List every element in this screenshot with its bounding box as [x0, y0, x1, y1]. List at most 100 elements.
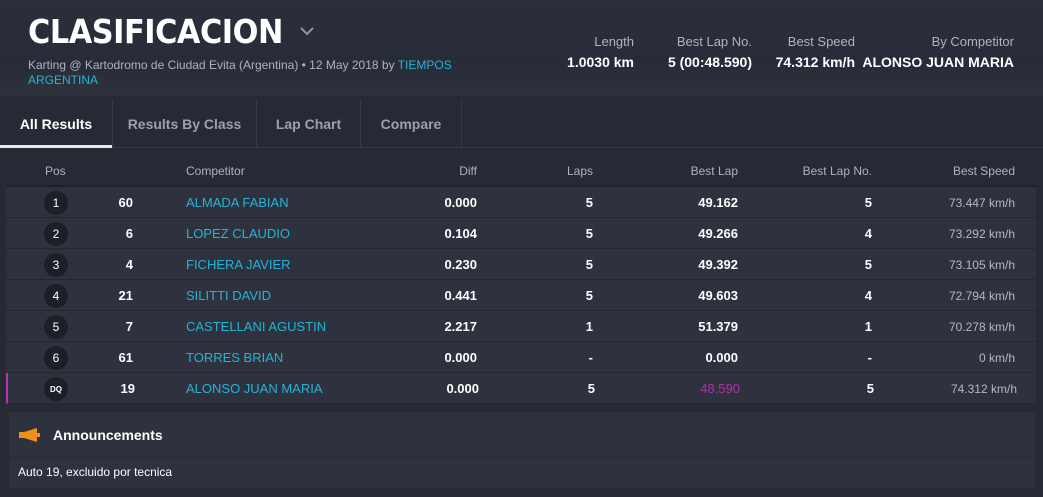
- stat-best-speed-label: Best Speed: [787, 34, 855, 49]
- tab-compare[interactable]: Compare: [361, 100, 462, 148]
- diff-cell: 0.000: [446, 381, 479, 396]
- laps-cell: 5: [585, 226, 593, 241]
- table-row[interactable]: 5 7 CASTELLANI AGUSTIN 2.217 1 51.379 1 …: [6, 311, 1036, 342]
- best-lap-cell: 0.000: [705, 350, 738, 365]
- stat-by-competitor-label: By Competitor: [931, 34, 1014, 49]
- megaphone-icon: [19, 427, 41, 443]
- position-badge: 3: [44, 253, 68, 277]
- best-lap-no-cell: 1: [864, 319, 872, 334]
- diff-cell: 0.441: [444, 288, 477, 303]
- position-badge: 5: [44, 315, 68, 339]
- stat-best-lap-no: Best Lap No. 5 (00:48.590): [668, 34, 752, 71]
- dq-badge: DQ: [44, 377, 68, 401]
- stat-best-speed-value: 74.312 km/h: [775, 54, 855, 70]
- competitor-link[interactable]: ALMADA FABIAN: [186, 195, 289, 210]
- results-tabs: All Results Results By Class Lap Chart C…: [0, 100, 1043, 148]
- event-subtitle: Karting @ Kartodromo de Ciudad Evita (Ar…: [28, 58, 498, 88]
- page-title: CLASIFICACION: [28, 12, 283, 51]
- table-header: Pos Competitor Diff Laps Best Lap Best L…: [6, 154, 1036, 187]
- stat-best-speed: Best Speed 74.312 km/h: [776, 34, 855, 71]
- table-row-disqualified[interactable]: DQ 19 ALONSO JUAN MARIA 0.000 5 48.590 5…: [6, 373, 1036, 404]
- tab-all-results[interactable]: All Results: [0, 100, 113, 148]
- position-badge: 6: [44, 346, 68, 370]
- event-info: Karting @ Kartodromo de Ciudad Evita (Ar…: [28, 58, 395, 72]
- diff-cell: 2.217: [444, 319, 477, 334]
- kart-number: 19: [120, 381, 135, 396]
- best-speed-cell: 73.105 km/h: [948, 258, 1015, 272]
- laps-cell: 1: [585, 319, 593, 334]
- stat-length-value: 1.0030 km: [567, 54, 634, 70]
- tab-results-by-class[interactable]: Results By Class: [113, 100, 257, 148]
- laps-cell: 5: [585, 288, 593, 303]
- best-lap-no-cell: 4: [864, 226, 872, 241]
- laps-cell: 5: [585, 195, 593, 210]
- announcements-title: Announcements: [53, 426, 163, 443]
- kart-number: 7: [125, 319, 133, 334]
- tab-lap-chart[interactable]: Lap Chart: [257, 100, 361, 148]
- best-lap-no-cell: 5: [866, 381, 874, 396]
- best-speed-cell: 73.292 km/h: [948, 227, 1015, 241]
- best-lap-cell: 49.162: [698, 195, 738, 210]
- diff-cell: 0.000: [444, 350, 477, 365]
- col-competitor[interactable]: Competitor: [186, 164, 245, 178]
- table-row[interactable]: 2 6 LOPEZ CLAUDIO 0.104 5 49.266 4 73.29…: [6, 218, 1036, 249]
- laps-cell: 5: [585, 257, 593, 272]
- stat-best-lap-no-label: Best Lap No.: [676, 34, 752, 49]
- stat-length-label: Length: [594, 34, 634, 49]
- col-diff[interactable]: Diff: [459, 164, 477, 178]
- stat-by-competitor-value: ALONSO JUAN MARIA: [862, 54, 1014, 70]
- col-best-lap[interactable]: Best Lap: [690, 164, 738, 178]
- best-speed-cell: 0 km/h: [978, 351, 1015, 365]
- best-speed-cell: 73.447 km/h: [948, 196, 1015, 210]
- position-badge: 2: [44, 222, 68, 246]
- competitor-link[interactable]: TORRES BRIAN: [186, 350, 284, 365]
- session-header: CLASIFICACION Karting @ Kartodromo de Ci…: [0, 0, 1043, 96]
- table-row[interactable]: 1 60 ALMADA FABIAN 0.000 5 49.162 5 73.4…: [6, 187, 1036, 218]
- kart-number: 60: [118, 195, 133, 210]
- diff-cell: 0.000: [444, 195, 477, 210]
- organizer-link[interactable]: TIEMPOS ARGENTINA: [28, 58, 452, 87]
- best-lap-cell-overall-best: 48.590: [700, 381, 740, 396]
- best-lap-cell: 51.379: [698, 319, 738, 334]
- table-row[interactable]: 4 21 SILITTI DAVID 0.441 5 49.603 4 72.7…: [6, 280, 1036, 311]
- diff-cell: 0.230: [444, 257, 477, 272]
- best-lap-cell: 49.392: [698, 257, 738, 272]
- diff-cell: 0.104: [444, 226, 477, 241]
- laps-cell: -: [588, 350, 593, 365]
- stat-by-competitor: By Competitor ALONSO JUAN MARIA: [862, 34, 1014, 71]
- col-laps[interactable]: Laps: [566, 164, 593, 178]
- competitor-link[interactable]: FICHERA JAVIER: [186, 257, 291, 272]
- announcements-header: Announcements: [9, 412, 1035, 457]
- best-lap-no-cell: 5: [864, 195, 872, 210]
- competitor-link[interactable]: CASTELLANI AGUSTIN: [186, 319, 327, 334]
- stat-length: Length 1.0030 km: [567, 34, 634, 71]
- chevron-down-icon[interactable]: [295, 22, 319, 42]
- best-speed-cell: 74.312 km/h: [950, 382, 1017, 396]
- position-badge: 4: [44, 284, 68, 308]
- competitor-link[interactable]: SILITTI DAVID: [186, 288, 271, 303]
- position-badge: 1: [44, 191, 68, 215]
- stat-best-lap-no-value: 5 (00:48.590): [667, 54, 752, 70]
- best-lap-no-cell: 5: [864, 257, 872, 272]
- best-lap-no-cell: -: [867, 350, 872, 365]
- best-lap-cell: 49.603: [698, 288, 738, 303]
- kart-number: 21: [118, 288, 133, 303]
- kart-number: 4: [125, 257, 133, 272]
- col-best-speed[interactable]: Best Speed: [952, 164, 1015, 178]
- best-speed-cell: 72.794 km/h: [948, 289, 1015, 303]
- col-best-lap-no[interactable]: Best Lap No.: [802, 164, 872, 178]
- title-row[interactable]: CLASIFICACION: [28, 12, 319, 51]
- best-lap-no-cell: 4: [864, 288, 872, 303]
- best-lap-cell: 49.266: [698, 226, 738, 241]
- kart-number: 6: [125, 226, 133, 241]
- table-row[interactable]: 6 61 TORRES BRIAN 0.000 - 0.000 - 0 km/h: [6, 342, 1036, 373]
- announcement-text: Auto 19, excluido por tecnica: [9, 458, 1035, 488]
- best-speed-cell: 70.278 km/h: [948, 320, 1015, 334]
- competitor-link[interactable]: LOPEZ CLAUDIO: [186, 226, 291, 241]
- laps-cell: 5: [587, 381, 595, 396]
- kart-number: 61: [118, 350, 133, 365]
- table-row[interactable]: 3 4 FICHERA JAVIER 0.230 5 49.392 5 73.1…: [6, 249, 1036, 280]
- competitor-link[interactable]: ALONSO JUAN MARIA: [186, 381, 323, 396]
- col-pos[interactable]: Pos: [45, 164, 66, 178]
- results-table: Pos Competitor Diff Laps Best Lap Best L…: [6, 154, 1036, 404]
